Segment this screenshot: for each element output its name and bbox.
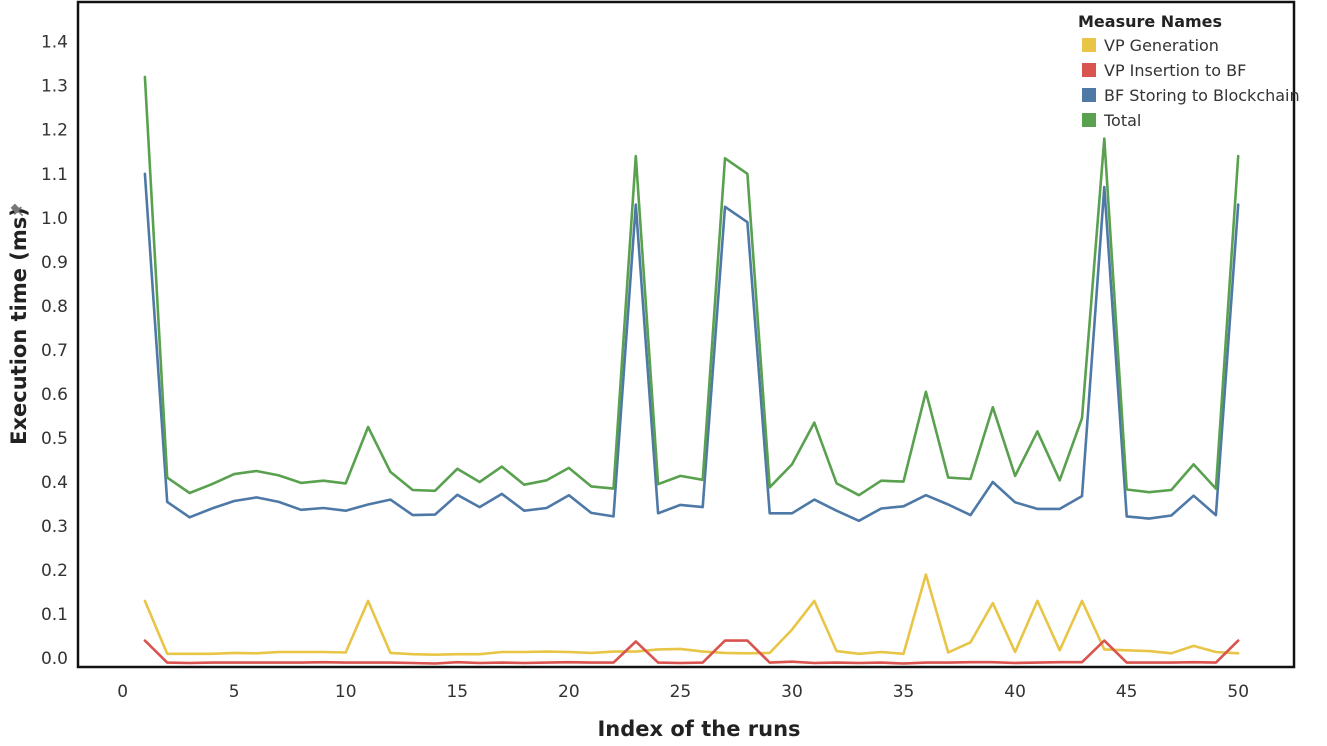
legend: Measure Names VP Generation VP Insertion … — [1078, 12, 1300, 130]
y-axis-title: Execution time (ms) — [7, 207, 31, 445]
series-line-vp-insertion-to-bf[interactable] — [143, 639, 1240, 665]
y-tick-label: 1.2 — [41, 121, 68, 141]
legend-label[interactable]: BF Storing to Blockchain — [1104, 86, 1300, 105]
y-tick-label: 0.1 — [41, 605, 68, 625]
x-tick-label: 10 — [335, 682, 357, 702]
legend-swatch — [1082, 63, 1096, 77]
y-tick-label: 0.3 — [41, 517, 68, 537]
x-tick-label: 35 — [893, 682, 915, 702]
y-tick-label: 1.1 — [41, 165, 68, 185]
legend-swatch — [1082, 38, 1096, 52]
legend-label[interactable]: VP Generation — [1104, 36, 1219, 55]
y-tick-label: 1.3 — [41, 77, 68, 97]
x-tick-label: 30 — [781, 682, 803, 702]
series-line-bf-storing-to-blockchain[interactable] — [143, 172, 1240, 523]
x-tick-label: 25 — [670, 682, 692, 702]
legend-swatch — [1082, 113, 1096, 127]
y-tick-label: 0.9 — [41, 253, 68, 273]
x-tick-label: 50 — [1227, 682, 1249, 702]
x-tick-label: 45 — [1116, 682, 1138, 702]
legend-swatch — [1082, 88, 1096, 102]
y-tick-label: 0.2 — [41, 561, 68, 581]
y-tick-label: 1.0 — [41, 209, 68, 229]
x-axis-title: Index of the runs — [597, 717, 800, 741]
y-tick-label: 0.5 — [41, 429, 68, 449]
legend-label[interactable]: VP Insertion to BF — [1104, 61, 1246, 80]
x-tick-label: 0 — [117, 682, 128, 702]
x-tick-label: 40 — [1004, 682, 1026, 702]
y-tick-label: 0.0 — [41, 649, 68, 669]
y-tick-label: 1.4 — [41, 33, 68, 53]
y-tick-label: 0.4 — [41, 473, 68, 493]
y-axis-ticks: 0.0 0.1 0.2 0.3 0.4 0.5 0.6 0.7 0.8 0.9 1.0 1.1 1.2 1… — [41, 33, 68, 670]
series-layer — [143, 75, 1240, 665]
pin-icon[interactable] — [9, 202, 26, 219]
plot-area-frame — [76, 0, 1296, 669]
x-tick-label: 15 — [446, 682, 468, 702]
y-tick-label: 0.8 — [41, 297, 68, 317]
y-tick-label: 0.7 — [41, 341, 68, 361]
legend-label[interactable]: Total — [1103, 111, 1141, 130]
x-tick-label: 5 — [229, 682, 240, 702]
series-line-vp-generation[interactable] — [143, 573, 1240, 657]
legend-title: Measure Names — [1078, 12, 1222, 31]
y-tick-label: 0.6 — [41, 385, 68, 405]
series-line-total[interactable] — [143, 75, 1240, 497]
x-tick-label: 20 — [558, 682, 580, 702]
x-axis-ticks: 0 5 10 15 20 25 30 35 40 45 50 — [117, 682, 1249, 702]
